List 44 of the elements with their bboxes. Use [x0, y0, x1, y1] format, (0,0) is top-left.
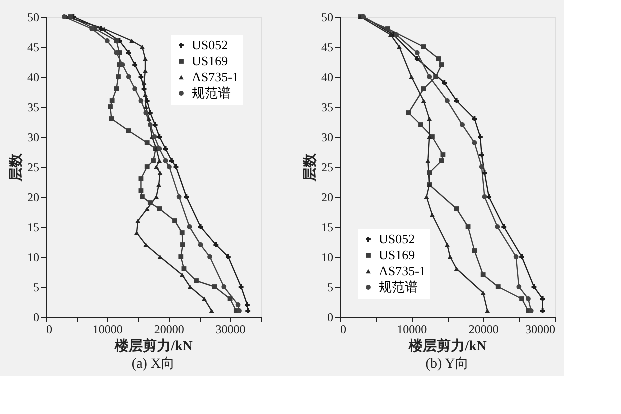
x-tick-label: 30000 [526, 322, 556, 336]
x-tick-label: 0 [340, 322, 346, 336]
y-tick-label: 10 [28, 250, 40, 264]
y-tick-label: 45 [322, 40, 334, 54]
y-tick-label: 5 [34, 280, 40, 294]
x-tick-label: 30000 [216, 322, 246, 336]
text: (a) X向 [132, 356, 176, 372]
y-tick-label: 20 [322, 190, 334, 204]
y-tick-label: 0 [34, 310, 40, 324]
y-axis-title: 层数 [302, 152, 318, 182]
x-axis-title: 楼层剪力/kN [408, 338, 487, 354]
y-tick-label: 35 [322, 100, 334, 114]
y-axis-title: 层数 [8, 152, 24, 182]
y-tick-label: 15 [28, 220, 40, 234]
legend-label: US052 [379, 232, 416, 246]
x-tick-label: 0 [46, 322, 52, 336]
x-axis-title: 楼层剪力/kN [114, 338, 193, 354]
y-tick-label: 50 [322, 10, 334, 24]
y-tick-label: 20 [28, 190, 40, 204]
legend-label: US052 [192, 38, 228, 52]
y-tick-label: 40 [322, 70, 334, 84]
x-tick-label: 20000 [468, 322, 499, 336]
text: (b) Y向 [426, 356, 470, 372]
y-tick-label: 50 [28, 10, 40, 24]
legend-label: AS735-1 [379, 264, 426, 278]
x-tick-label: 10000 [92, 322, 123, 336]
legend-label: 规范谱 [192, 86, 231, 100]
y-tick-label: 40 [28, 70, 40, 84]
y-tick-label: 5 [328, 280, 334, 294]
y-tick-label: 0 [328, 310, 334, 324]
y-tick-label: 25 [322, 160, 334, 174]
legend-label: AS735-1 [192, 70, 239, 84]
y-tick-label: 35 [28, 100, 40, 114]
y-tick-label: 15 [322, 220, 334, 234]
y-tick-label: 30 [28, 130, 40, 144]
y-tick-label: 10 [322, 250, 334, 264]
y-tick-label: 30 [322, 130, 334, 144]
y-tick-label: 45 [28, 40, 40, 54]
y-tick-label: 25 [28, 160, 40, 174]
legend-label: US169 [379, 248, 416, 262]
legend-label: US169 [192, 54, 228, 68]
x-tick-label: 20000 [154, 322, 184, 336]
x-tick-label: 10000 [397, 322, 428, 336]
legend-label: 规范谱 [379, 280, 418, 294]
